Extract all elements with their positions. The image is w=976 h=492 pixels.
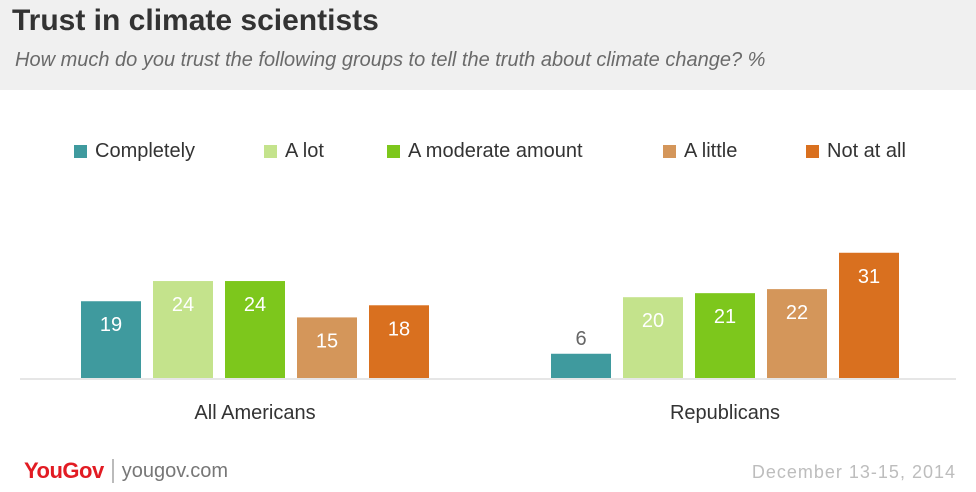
legend-item-completely: Completely xyxy=(74,140,195,163)
bar-a-moderate-amount-all-americans xyxy=(225,281,285,378)
legend-item-a-moderate-amount: A moderate amount xyxy=(387,140,583,163)
legend-swatch xyxy=(264,145,277,158)
legend-swatch xyxy=(387,145,400,158)
data-label: 24 xyxy=(244,294,266,316)
data-label: 21 xyxy=(714,306,736,328)
chart-subtitle: How much do you trust the following grou… xyxy=(15,49,766,71)
bar-chart: 19 24 24 15 18 All Americans 6 20 21 22 31 Republic… xyxy=(20,252,956,424)
yougov-logo: YouGov xyxy=(24,458,104,483)
bar-completely-republicans xyxy=(551,353,611,378)
header-band: Trust in climate scientists How much do … xyxy=(0,0,976,90)
category-label: All Americans xyxy=(194,402,315,424)
data-label: 24 xyxy=(172,294,194,316)
legend-item-not-at-all: Not at all xyxy=(806,140,906,163)
site-url: yougov.com xyxy=(121,459,229,482)
legend-label: Not at all xyxy=(827,140,906,162)
legend-item-a-little: A little xyxy=(663,140,737,163)
legend-swatch xyxy=(663,145,676,158)
bar-not-at-all-republicans xyxy=(839,252,899,378)
bar-completely-all-americans xyxy=(81,301,141,378)
data-label: 18 xyxy=(388,318,410,340)
footer-branding: YouGov yougov.com xyxy=(24,458,228,484)
survey-date: December 13-15, 2014 xyxy=(751,462,956,482)
legend-label: A moderate amount xyxy=(408,140,583,162)
legend-swatch xyxy=(806,145,819,158)
bar-a-lot-all-americans xyxy=(153,281,213,378)
bar-a-little-all-americans xyxy=(297,317,357,378)
chart-title: Trust in climate scientists xyxy=(12,4,379,37)
legend-label: Completely xyxy=(95,140,196,162)
legend-label: A little xyxy=(684,140,738,162)
legend: Completely A lot A moderate amount A lit… xyxy=(0,140,976,166)
data-label: 6 xyxy=(575,328,586,350)
bar-a-moderate-amount-republicans xyxy=(695,293,755,378)
legend-label: A lot xyxy=(285,140,324,162)
data-label: 31 xyxy=(858,266,880,288)
data-label: 15 xyxy=(316,330,338,352)
data-label: 22 xyxy=(786,302,808,324)
category-label: Republicans xyxy=(670,402,780,424)
legend-swatch xyxy=(74,145,87,158)
logo-divider xyxy=(111,459,114,483)
data-label: 20 xyxy=(642,310,664,332)
bar-a-little-republicans xyxy=(767,289,827,378)
legend-item-a-lot: A lot xyxy=(264,140,324,163)
data-label: 19 xyxy=(100,314,122,336)
bar-not-at-all-all-americans xyxy=(369,305,429,378)
bar-a-lot-republicans xyxy=(623,297,683,378)
